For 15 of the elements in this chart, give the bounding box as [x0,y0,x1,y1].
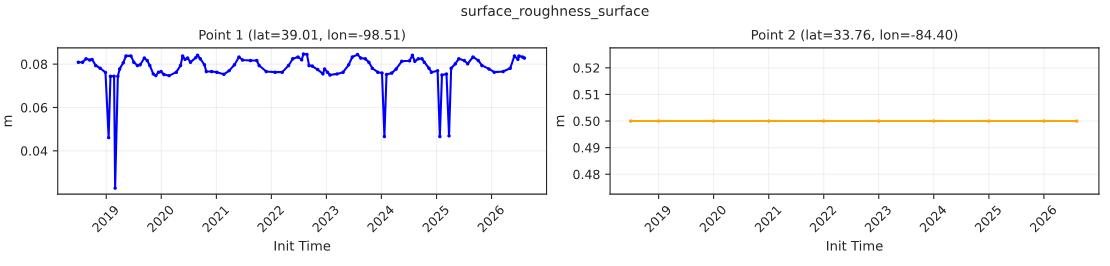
y-tick-label: 0.52 [573,63,600,73]
text: surface_roughness_surface [461,5,649,20]
y-tick-label: 0.50 [573,116,600,126]
chart-title: Point 1 (lat=39.01, lon=-98.51) [199,29,405,42]
y-tick-label: 0.06 [20,102,48,113]
y-tick-label: 0.48 [573,169,600,180]
y-tick-label: 0.04 [20,146,48,156]
chart-title: Point 2 (lat=33.76, lon=-84.40) [751,29,958,42]
x-axis-title: Init Time [827,240,883,251]
x-axis-title: Init Time [274,240,331,251]
y-axis-title: m [556,115,565,127]
y-axis-title: m [4,115,12,127]
y-tick-label: 0.08 [20,59,48,70]
y-tick-label: 0.49 [573,143,600,153]
y-tick-label: 0.51 [573,89,600,100]
